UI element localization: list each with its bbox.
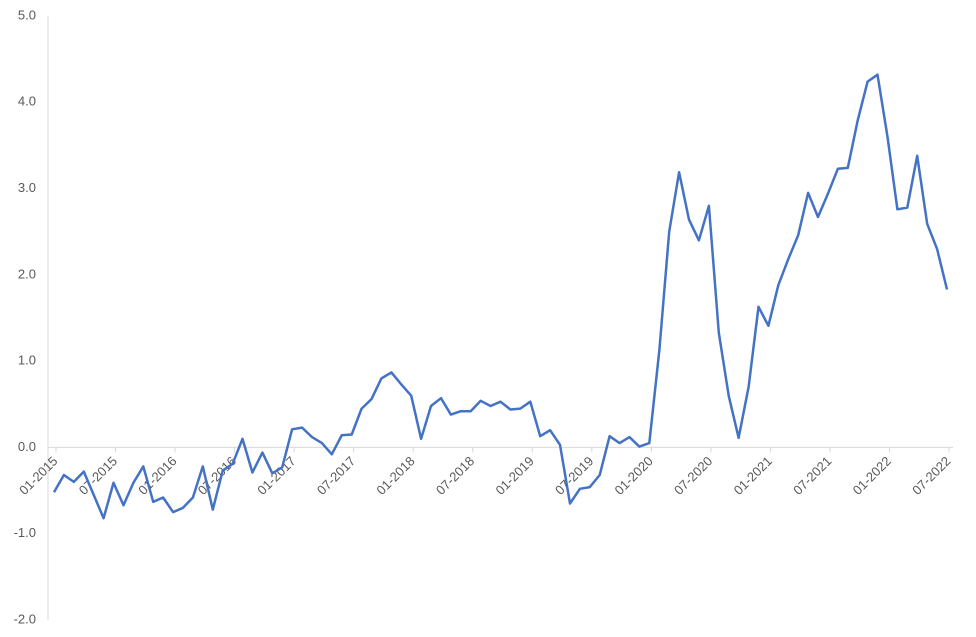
- y-tick-label: 0.0: [18, 439, 36, 454]
- x-tick-label: 07-2017: [314, 453, 358, 497]
- x-tick-label: 01-2016: [135, 453, 179, 497]
- x-tick-label: 07-2022: [909, 453, 953, 497]
- line-series: [52, 73, 949, 520]
- x-tick-label: 01-2018: [373, 453, 417, 497]
- x-tick-label: 01-2021: [731, 453, 775, 497]
- y-tick-label: 2.0: [18, 266, 36, 281]
- x-tick-label: 01-2020: [612, 453, 656, 497]
- x-tick-label: 07-2018: [433, 453, 477, 497]
- y-tick-label: -2.0: [14, 611, 36, 626]
- x-tick-label: 07-2021: [790, 453, 834, 497]
- x-tick-label: 01-2017: [254, 453, 298, 497]
- y-tick-label: 1.0: [18, 353, 36, 368]
- y-tick-label: -1.0: [14, 525, 36, 540]
- x-tick-label: 07-2020: [671, 453, 715, 497]
- y-tick-label: 3.0: [18, 180, 36, 195]
- x-tick-label: 01-2019: [492, 453, 536, 497]
- y-tick-label: 4.0: [18, 94, 36, 109]
- y-tick-label: 5.0: [18, 7, 36, 22]
- x-tick-label: 01-2022: [850, 453, 894, 497]
- x-tick-label: 07-2019: [552, 453, 596, 497]
- x-tick-label: 07-2015: [76, 453, 120, 497]
